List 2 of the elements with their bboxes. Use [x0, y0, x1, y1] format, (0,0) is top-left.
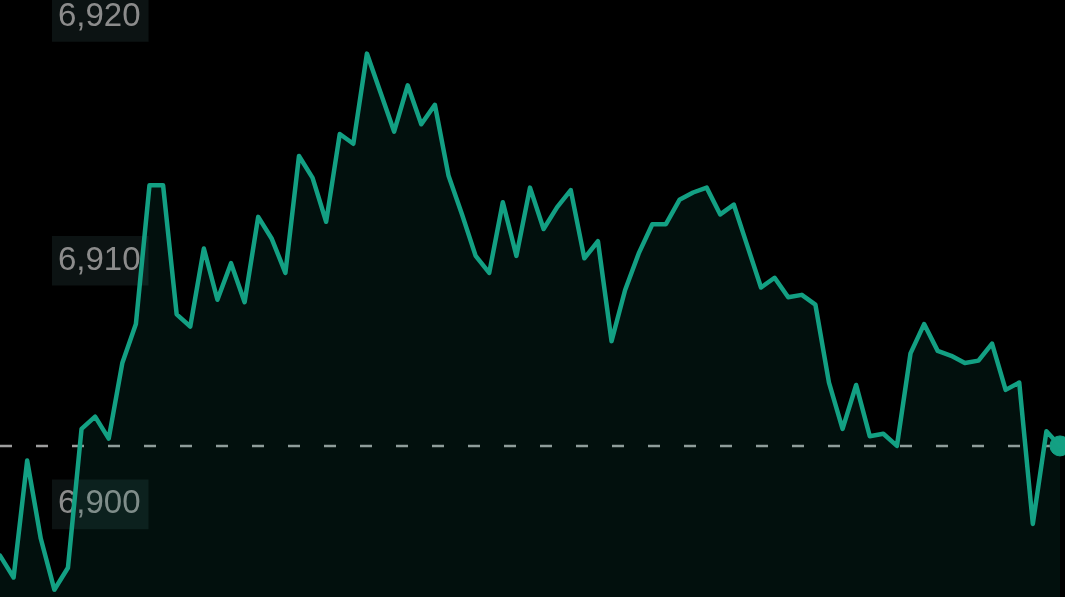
y-tick-label: 6,920 [58, 0, 141, 34]
y-tick-label: 6,910 [58, 239, 141, 277]
